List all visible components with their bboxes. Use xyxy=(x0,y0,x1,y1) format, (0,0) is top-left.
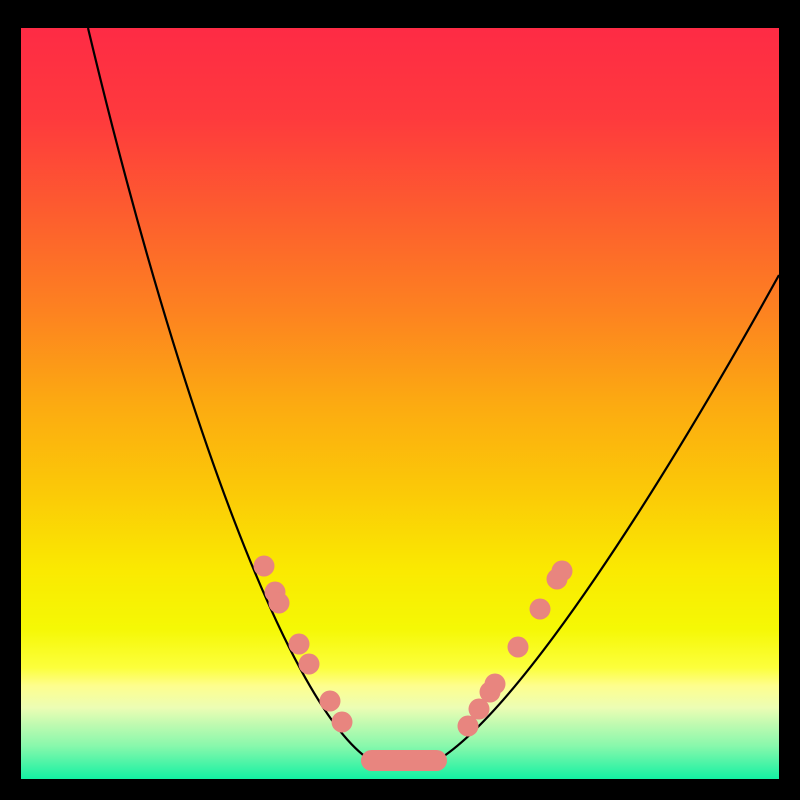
marker-point xyxy=(485,674,506,695)
marker-point xyxy=(299,654,320,675)
frame-border xyxy=(0,0,800,28)
frame-border xyxy=(779,0,800,800)
marker-point xyxy=(508,637,529,658)
marker-point xyxy=(320,691,341,712)
marker-point xyxy=(254,556,275,577)
frame-border xyxy=(0,0,21,800)
frame-border xyxy=(0,779,800,800)
chart-background xyxy=(21,28,779,779)
marker-point xyxy=(269,593,290,614)
marker-point xyxy=(289,634,310,655)
marker-point xyxy=(332,712,353,733)
marker-notch-bar xyxy=(361,750,447,771)
chart-svg xyxy=(21,28,779,779)
marker-point xyxy=(530,599,551,620)
marker-point xyxy=(552,561,573,582)
chart-plot-area xyxy=(21,28,779,779)
